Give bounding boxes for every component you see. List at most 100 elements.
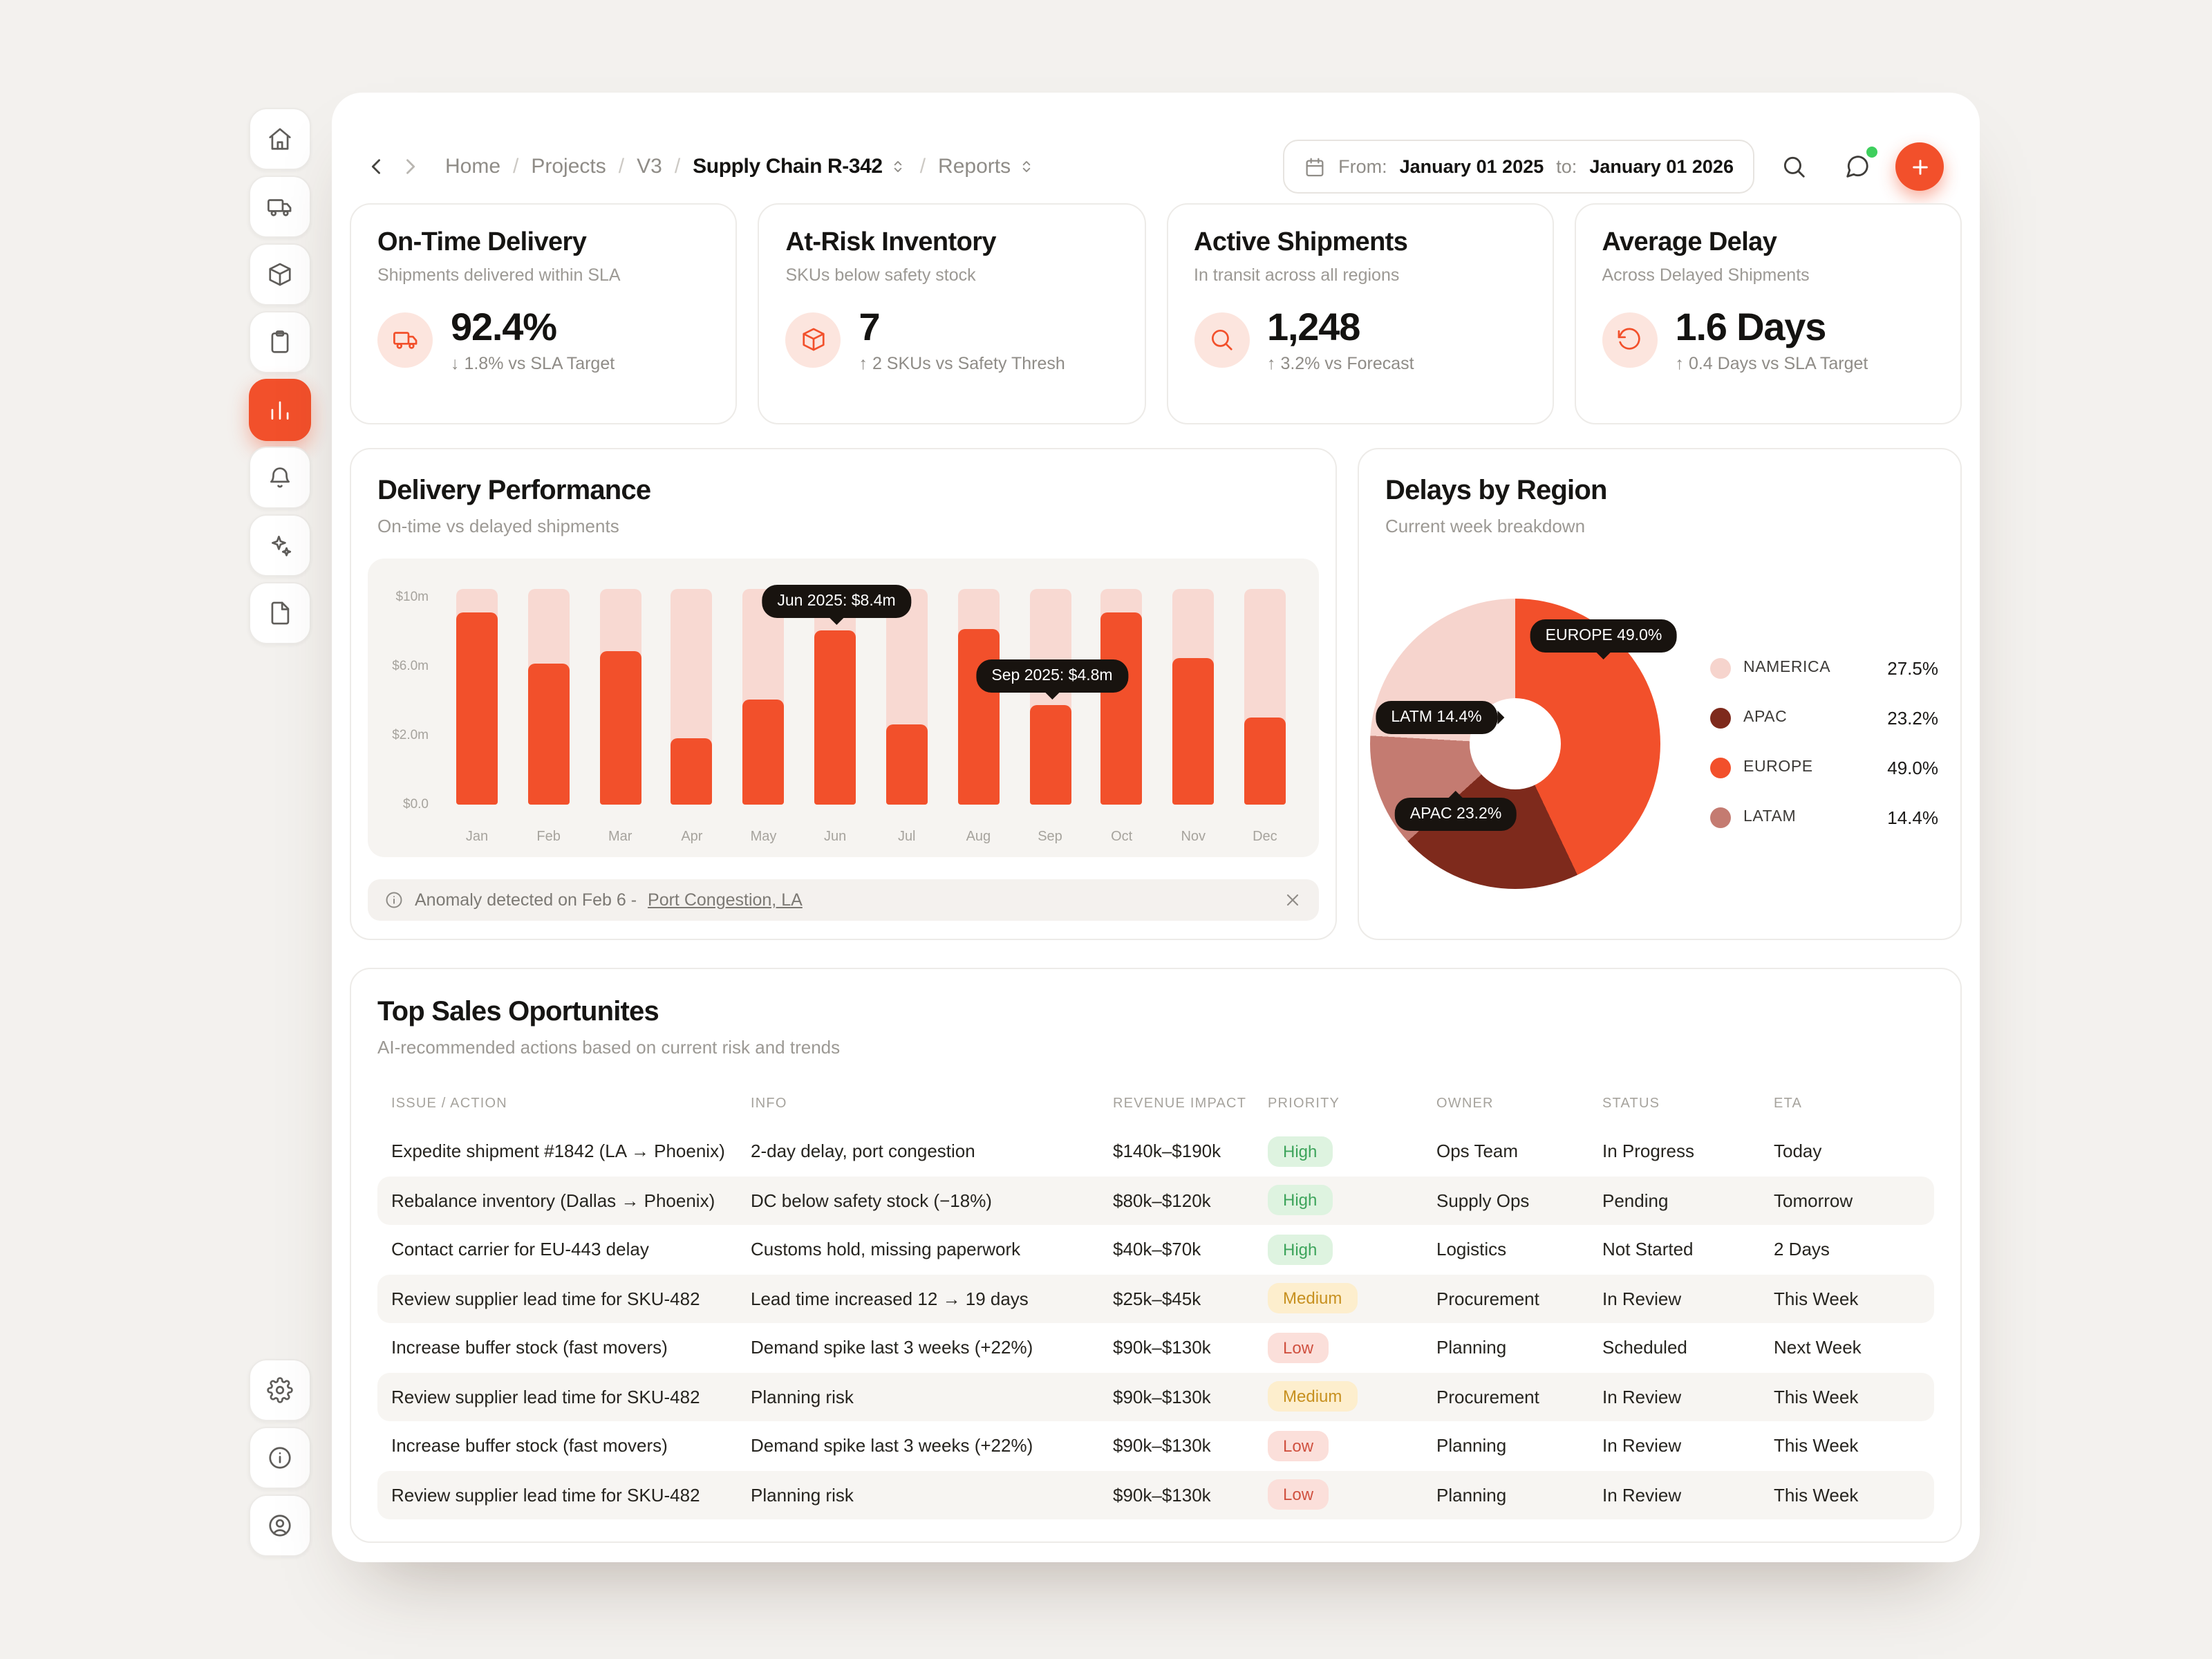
sidebar-item-orders[interactable] [249, 311, 311, 373]
column-header[interactable]: OWNER [1436, 1096, 1494, 1111]
breadcrumb-item-home[interactable]: Home [445, 155, 501, 178]
table-row-5[interactable]: Review supplier lead time for SKU-482 Pla… [377, 1372, 1934, 1421]
priority-badge: High [1268, 1136, 1333, 1167]
bar-dec[interactable] [1244, 559, 1286, 805]
legend-item-apac[interactable]: APAC 23.2% [1710, 693, 1938, 742]
cell-owner: Procurement [1436, 1288, 1539, 1309]
breadcrumb: Home / Projects / V3 / Supply Chain R-342 / Repo… [445, 155, 1035, 178]
kpi-title: Active Shipments [1194, 228, 1408, 257]
cell-eta: This Week [1774, 1435, 1859, 1456]
sidebar-item-shipments[interactable] [249, 176, 311, 238]
table-row-2[interactable]: Contact carrier for EU-443 delay Customs … [377, 1225, 1934, 1274]
cell-eta: Tomorrow [1774, 1190, 1853, 1211]
messages-button[interactable] [1832, 142, 1882, 191]
cell-issue: Review supplier lead time for SKU-482 [391, 1484, 700, 1506]
cell-revenue: $90k–$130k [1113, 1435, 1211, 1456]
cell-info: Lead time increased 12 → 19 days [751, 1288, 1029, 1309]
add-button[interactable] [1895, 142, 1944, 191]
cell-status: In Review [1602, 1386, 1682, 1407]
search-icon [1194, 312, 1249, 367]
legend-item-latam[interactable]: LATAM 14.4% [1710, 792, 1938, 842]
sidebar-item-inventory[interactable] [249, 243, 311, 306]
cell-priority: Low [1268, 1332, 1436, 1363]
cell-info: Demand spike last 3 weeks (+22%) [751, 1435, 1033, 1456]
sidebar-item-ai-assistant[interactable] [249, 514, 311, 577]
bar-jan[interactable] [456, 559, 498, 805]
anomaly-link[interactable]: Port Congestion, LA [648, 890, 803, 910]
sidebar-item-notifications[interactable] [249, 447, 311, 509]
x-axis-label: Jul [897, 830, 916, 845]
sidebar-item-settings[interactable] [249, 1359, 311, 1421]
bar-apr[interactable] [671, 559, 713, 805]
bar-jul[interactable] [885, 559, 928, 805]
cell-issue: Rebalance inventory (Dallas → Phoenix) [391, 1190, 715, 1211]
breadcrumb-item-projects[interactable]: Projects [531, 155, 606, 178]
column-header[interactable]: ETA [1774, 1096, 1803, 1111]
cell-info: Planning risk [751, 1386, 854, 1407]
history-icon [1602, 312, 1658, 367]
bar-jun[interactable] [814, 559, 856, 805]
bar-oct[interactable] [1100, 559, 1143, 805]
bar-ontime [1172, 657, 1215, 805]
sidebar-item-help[interactable] [249, 1427, 311, 1489]
chart-tooltip: Sep 2025: $4.8m [976, 659, 1128, 693]
gear-icon [267, 1377, 293, 1403]
priority-badge: Low [1268, 1479, 1329, 1510]
back-button[interactable] [359, 150, 393, 183]
donut-callout-latam: LATM 14.4% [1376, 701, 1497, 734]
kpi-subtitle: SKUs below safety stock [785, 265, 976, 285]
x-axis-label: Jun [824, 830, 847, 845]
x-axis-label: Sep [1038, 830, 1062, 845]
cell-issue: Review supplier lead time for SKU-482 [391, 1288, 700, 1309]
topbar: Home / Projects / V3 / Supply Chain R-342 / Repo… [332, 93, 1980, 203]
bar-mar[interactable] [599, 559, 641, 805]
bar-plot [445, 559, 1297, 805]
notification-dot [1866, 146, 1877, 157]
cell-owner: Supply Ops [1436, 1190, 1530, 1211]
sidebar-item-home[interactable] [249, 108, 311, 170]
delivery-performance-card: Delivery Performance On-time vs delayed … [350, 448, 1337, 940]
bar-ontime [1244, 718, 1286, 805]
sidebar-top [249, 108, 312, 644]
cell-owner: Ops Team [1436, 1141, 1519, 1162]
truck-icon [377, 312, 433, 367]
kpi-row: On-Time Delivery Shipments delivered with… [332, 203, 1980, 424]
legend-item-europe[interactable]: EUROPE 49.0% [1710, 742, 1938, 792]
table-row-6[interactable]: Increase buffer stock (fast movers) Deman… [377, 1421, 1934, 1470]
info-circle-icon [384, 890, 404, 910]
table-row-7[interactable]: Review supplier lead time for SKU-482 Pla… [377, 1470, 1934, 1519]
sidebar-item-account[interactable] [249, 1494, 311, 1557]
sidebar-item-documents[interactable] [249, 582, 311, 644]
bar-nov[interactable] [1172, 559, 1215, 805]
column-header[interactable]: PRIORITY [1268, 1096, 1340, 1111]
forward-button[interactable] [393, 150, 426, 183]
table-row-0[interactable]: Expedite shipment #1842 (LA → Phoenix) 2-… [377, 1127, 1934, 1176]
column-header[interactable]: INFO [751, 1096, 787, 1111]
kpi-subtitle: Shipments delivered within SLA [377, 265, 621, 285]
anomaly-close-button[interactable] [1283, 890, 1302, 910]
column-header[interactable]: ISSUE / ACTION [391, 1096, 507, 1111]
bar-may[interactable] [742, 559, 785, 805]
bar-aug[interactable] [957, 559, 1000, 805]
cell-eta: Today [1774, 1141, 1822, 1162]
breadcrumb-item-v3[interactable]: V3 [637, 155, 662, 178]
column-header[interactable]: REVENUE IMPACT [1113, 1096, 1247, 1111]
opportunities-card: Top Sales Oportunites AI-recommended act… [350, 968, 1962, 1543]
table-row-3[interactable]: Review supplier lead time for SKU-482 Lea… [377, 1274, 1934, 1323]
column-header[interactable]: STATUS [1602, 1096, 1660, 1111]
table-row-4[interactable]: Increase buffer stock (fast movers) Deman… [377, 1323, 1934, 1372]
breadcrumb-item-reports[interactable]: Reports [938, 155, 1035, 178]
search-button[interactable] [1768, 142, 1818, 191]
sidebar-item-reports[interactable] [249, 379, 311, 441]
delays-legend: NAMERICA 27.5% APAC 23.2% EUROPE 49.0% LATAM 14… [1710, 643, 1938, 842]
card-subtitle: AI-recommended actions based on current … [377, 1037, 841, 1058]
legend-item-namerica[interactable]: NAMERICA 27.5% [1710, 643, 1938, 693]
table-body: Expedite shipment #1842 (LA → Phoenix) 2-… [377, 1127, 1934, 1519]
breadcrumb-item-supply-chain-r-342[interactable]: Supply Chain R-342 [693, 155, 908, 178]
bar-feb[interactable] [527, 559, 570, 805]
date-range-picker[interactable]: From: January 01 2025 to: January 01 202… [1283, 140, 1754, 194]
x-axis-label: May [750, 830, 777, 845]
kpi-card-1: At-Risk Inventory SKUs below safety stock… [758, 203, 1145, 424]
cell-owner: Planning [1436, 1337, 1507, 1358]
table-row-1[interactable]: Rebalance inventory (Dallas → Phoenix) DC… [377, 1176, 1934, 1225]
